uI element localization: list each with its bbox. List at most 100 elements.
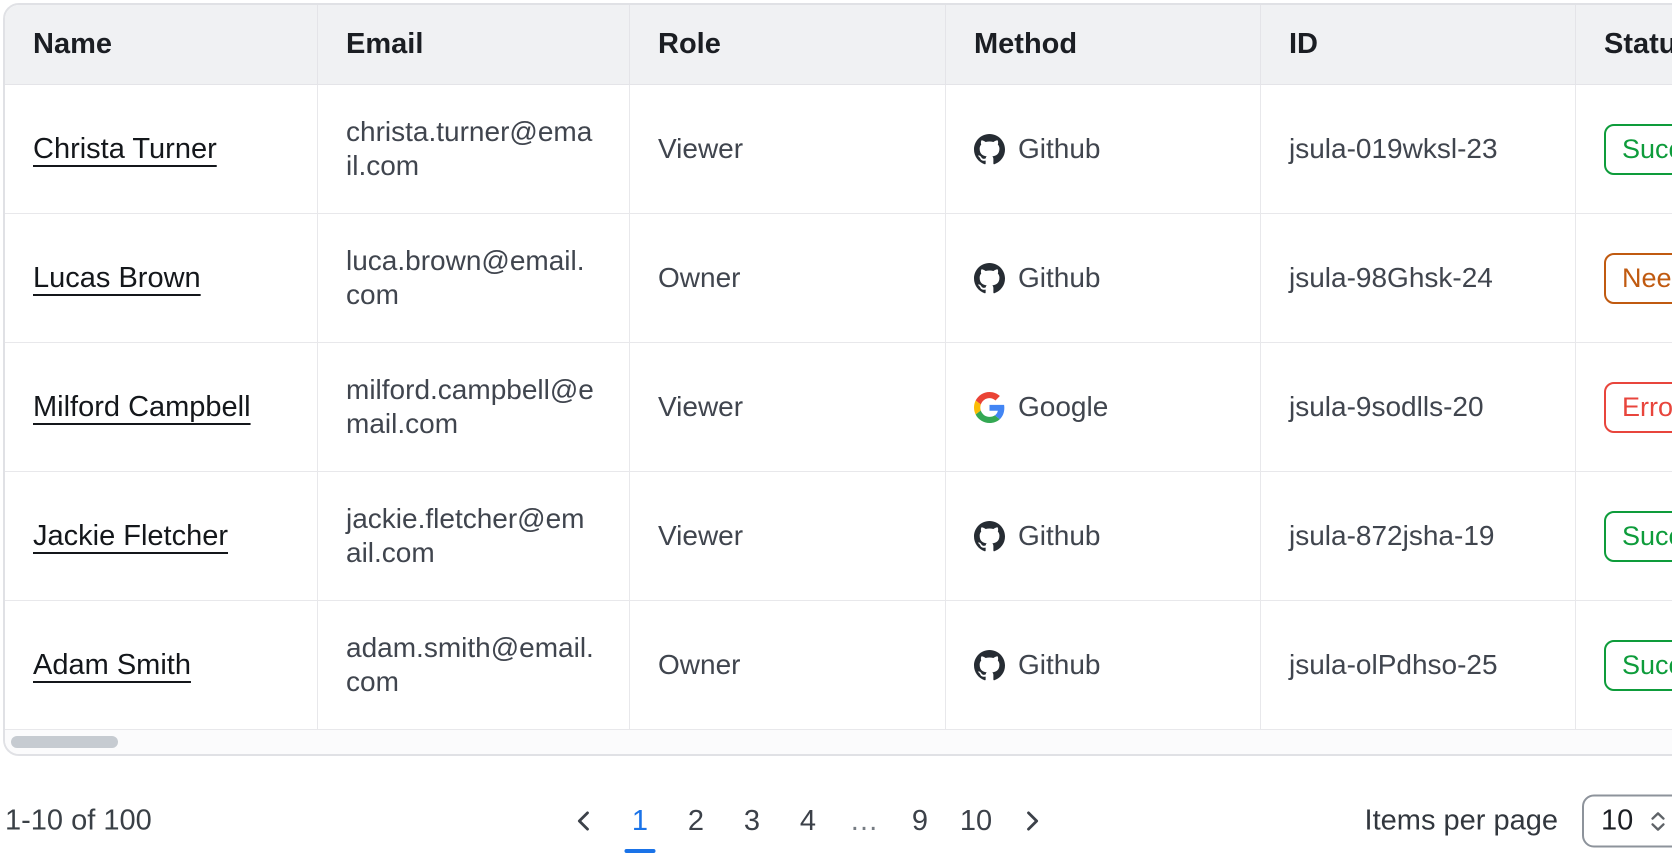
email-value: luca.brown@email.com [346, 245, 585, 310]
id-value: jsula-872jsha-19 [1289, 520, 1495, 551]
cell-method: Github [945, 214, 1260, 343]
cell-status: Error [1575, 343, 1672, 472]
results-range-label: 1-10 of 100 [5, 804, 152, 837]
previous-page-button[interactable] [563, 796, 605, 846]
cell-id: jsula-olPdhso-25 [1260, 601, 1575, 730]
cell-method: Github [945, 85, 1260, 214]
role-value: Viewer [658, 391, 744, 422]
github-icon [974, 520, 1005, 552]
github-icon [974, 133, 1005, 165]
cell-id: jsula-019wksl-23 [1260, 85, 1575, 214]
unfold-stepper-icon [1645, 807, 1671, 835]
next-page-button[interactable] [1011, 796, 1053, 846]
cell-email: luca.brown@email.com [317, 214, 629, 343]
column-header-id: ID [1260, 5, 1575, 85]
id-value: jsula-98Ghsk-24 [1289, 262, 1493, 293]
cell-email: jackie.fletcher@email.com [317, 472, 629, 601]
email-value: jackie.fletcher@email.com [346, 503, 585, 568]
status-badge: Needs action [1604, 252, 1672, 304]
cell-role: Viewer [629, 343, 945, 472]
chevron-right-icon [1018, 807, 1046, 835]
cell-status: Success [1575, 85, 1672, 214]
role-value: Viewer [658, 520, 744, 551]
cell-id: jsula-9sodlls-20 [1260, 343, 1575, 472]
status-badge: Error [1604, 381, 1672, 433]
email-value: milford.campbell@email.com [346, 374, 594, 439]
cell-email: milford.campbell@email.com [317, 343, 629, 472]
cell-status: Needs action [1575, 214, 1672, 343]
id-value: jsula-9sodlls-20 [1289, 391, 1484, 422]
user-name-link[interactable]: Jackie Fletcher [33, 520, 229, 552]
column-header-status: Status [1575, 5, 1672, 85]
page-button-4[interactable]: 4 [799, 804, 817, 837]
page-button-9[interactable]: 9 [911, 804, 929, 837]
id-value: jsula-019wksl-23 [1289, 133, 1498, 164]
github-icon [974, 649, 1005, 681]
cell-name: Christa Turner [5, 85, 317, 214]
status-badge: Success [1604, 510, 1672, 562]
column-header-method: Method [945, 5, 1260, 85]
cell-method: Github [945, 472, 1260, 601]
method-value: Github [1018, 133, 1101, 164]
email-value: christa.turner@email.com [346, 116, 593, 181]
items-per-page-label: Items per page [1364, 804, 1558, 837]
role-value: Viewer [658, 133, 744, 164]
cell-name: Lucas Brown [5, 214, 317, 343]
users-table-card: Name Email Role Method ID Status Christa… [3, 3, 1672, 756]
cell-id: jsula-872jsha-19 [1260, 472, 1575, 601]
role-value: Owner [658, 649, 741, 680]
method-value: Github [1018, 649, 1101, 680]
column-header-label: Status [1604, 28, 1672, 60]
items-per-page-control: Items per page 10 [1364, 794, 1672, 848]
cell-method: Google [945, 343, 1260, 472]
cell-name: Adam Smith [5, 601, 317, 730]
cell-name: Jackie Fletcher [5, 472, 317, 601]
cell-status: Success [1575, 472, 1672, 601]
user-name-link[interactable]: Adam Smith [33, 649, 191, 681]
status-badge: Success [1604, 639, 1672, 691]
github-icon [974, 262, 1005, 294]
cell-role: Viewer [629, 85, 945, 214]
method-value: Github [1018, 262, 1101, 293]
id-value: jsula-olPdhso-25 [1289, 649, 1498, 680]
horizontal-scrollbar-track[interactable] [5, 730, 1672, 754]
method-value: Google [1018, 391, 1109, 422]
cell-name: Milford Campbell [5, 343, 317, 472]
cell-status: Success [1575, 601, 1672, 730]
column-header-label: Email [346, 28, 424, 60]
column-header-label: Name [33, 28, 112, 60]
items-per-page-value: 10 [1601, 804, 1634, 837]
google-icon [974, 391, 1005, 423]
email-value: adam.smith@email.com [346, 632, 594, 697]
user-name-link[interactable]: Lucas Brown [33, 262, 201, 294]
user-name-link[interactable]: Milford Campbell [33, 391, 251, 423]
page-button-1[interactable]: 1 [619, 796, 661, 846]
method-value: Github [1018, 520, 1101, 551]
page-button-3[interactable]: 3 [743, 804, 761, 837]
chevron-left-icon [570, 807, 598, 835]
cell-role: Viewer [629, 472, 945, 601]
cell-method: Github [945, 601, 1260, 730]
horizontal-scrollbar-thumb[interactable] [11, 736, 118, 748]
cell-role: Owner [629, 601, 945, 730]
pages-ellipsis: … [849, 804, 879, 837]
items-per-page-select[interactable]: 10 [1582, 794, 1672, 848]
user-name-link[interactable]: Christa Turner [33, 133, 217, 165]
pager: 1 2 3 4 … 9 10 [563, 792, 1053, 850]
cell-role: Owner [629, 214, 945, 343]
page-button-2[interactable]: 2 [687, 804, 705, 837]
pagination-bar: 1-10 of 100 1 2 3 4 … 9 10 Items per pag… [0, 792, 1672, 850]
column-header-email: Email [317, 5, 629, 85]
column-header-label: Role [658, 28, 721, 60]
column-header-label: ID [1289, 28, 1318, 60]
column-header-name: Name [5, 5, 317, 85]
users-table: Name Email Role Method ID Status Christa… [5, 5, 1672, 730]
column-header-label: Method [974, 28, 1078, 60]
page-button-10[interactable]: 10 [959, 804, 993, 837]
status-badge: Success [1604, 123, 1672, 175]
cell-id: jsula-98Ghsk-24 [1260, 214, 1575, 343]
cell-email: adam.smith@email.com [317, 601, 629, 730]
cell-email: christa.turner@email.com [317, 85, 629, 214]
column-header-role: Role [629, 5, 945, 85]
role-value: Owner [658, 262, 741, 293]
